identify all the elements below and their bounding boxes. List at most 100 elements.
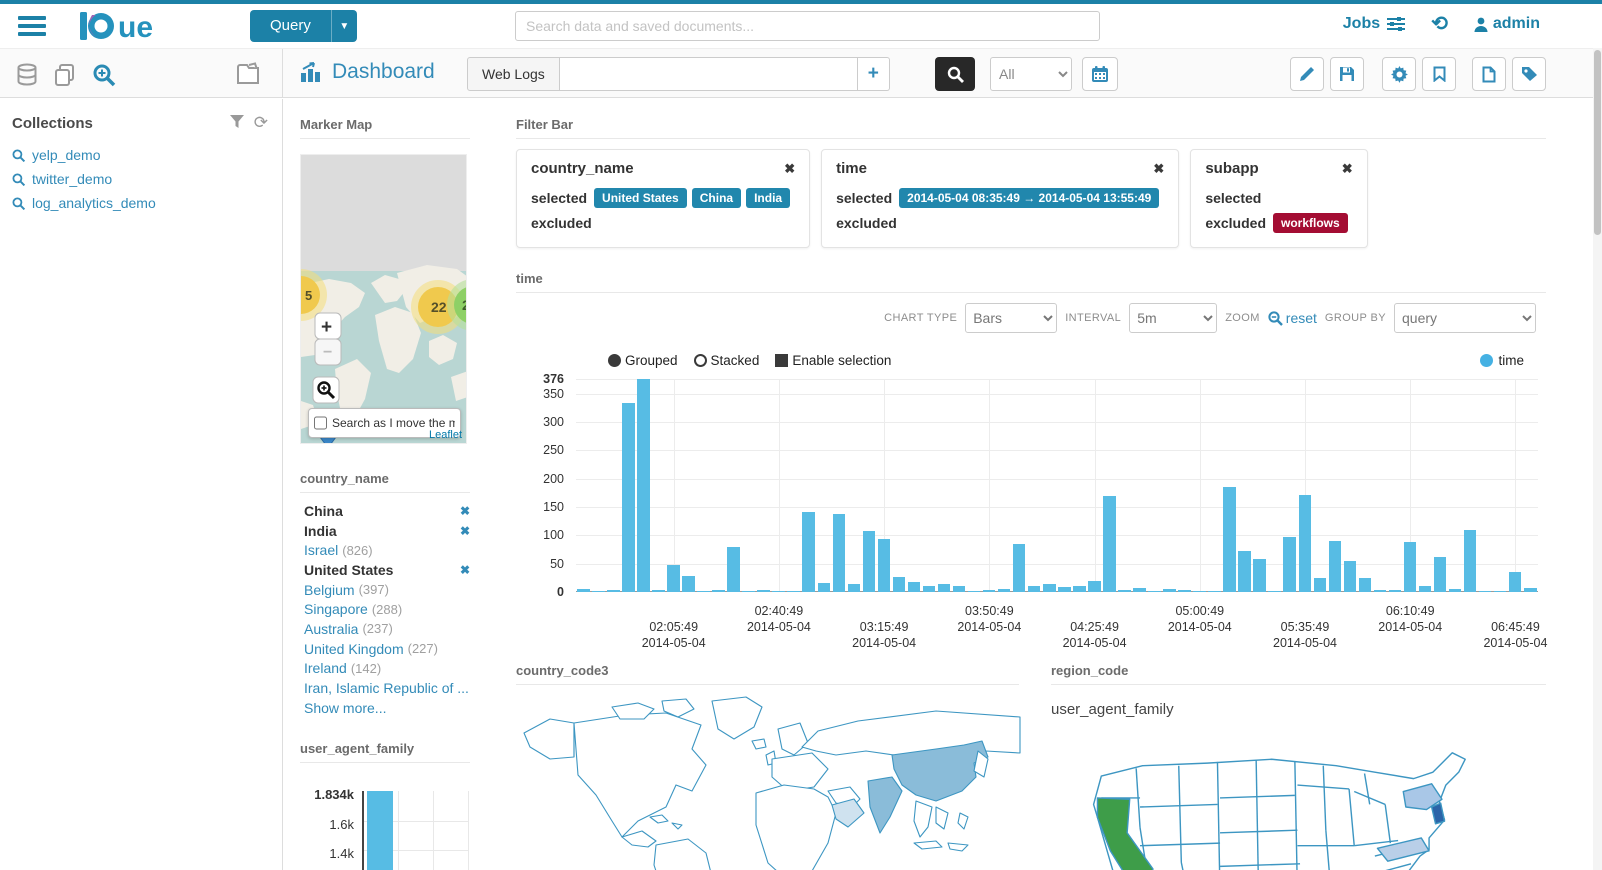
time-chart-bar[interactable]: [1148, 590, 1161, 592]
time-chart-bar[interactable]: [682, 576, 695, 592]
state-north-carolina[interactable]: [1376, 837, 1430, 862]
country-saudi-arabia[interactable]: [831, 798, 865, 828]
facet-value-link[interactable]: United Kingdom: [304, 640, 404, 657]
time-chart-bar[interactable]: [1283, 537, 1296, 592]
chart-type-select[interactable]: Bars: [965, 303, 1058, 333]
time-chart-bar[interactable]: [1523, 588, 1537, 592]
time-chart-bar[interactable]: [577, 589, 590, 592]
page-scrollbar[interactable]: [1593, 48, 1602, 870]
folder-icon[interactable]: [236, 62, 262, 86]
time-chart-bar[interactable]: [1478, 590, 1492, 592]
calendar-button[interactable]: [1082, 57, 1118, 91]
time-chart-bar[interactable]: [622, 403, 635, 592]
close-icon[interactable]: ✖: [784, 160, 796, 176]
hamburger-menu-icon[interactable]: [18, 16, 46, 36]
country-europe[interactable]: [771, 752, 829, 792]
close-icon[interactable]: ✖: [1341, 160, 1353, 176]
global-search-input[interactable]: [515, 11, 1100, 41]
zoom-in-icon[interactable]: [92, 63, 116, 87]
bookmark-button[interactable]: [1422, 57, 1456, 91]
time-chart-bar[interactable]: [637, 379, 650, 592]
time-chart-bar[interactable]: [1088, 580, 1101, 592]
time-chart-bar[interactable]: [937, 583, 951, 592]
add-query-button[interactable]: +: [857, 57, 890, 91]
collection-item[interactable]: twitter_demo: [0, 167, 282, 191]
remove-filter-icon[interactable]: ✖: [459, 503, 470, 518]
time-chart-bar[interactable]: [847, 584, 861, 592]
state-new-york[interactable]: [1402, 783, 1443, 811]
time-chart-bar[interactable]: [712, 589, 725, 592]
time-chart-bar[interactable]: [1223, 487, 1236, 592]
map-magnify-button[interactable]: [312, 376, 340, 404]
time-chart-bar[interactable]: [1433, 557, 1447, 592]
time-chart-bar[interactable]: [1418, 586, 1432, 592]
time-chart-bar[interactable]: [1328, 541, 1342, 592]
stacked-radio[interactable]: Stacked: [693, 353, 759, 368]
time-chart-bar[interactable]: [1103, 495, 1116, 592]
region-code-map[interactable]: [1076, 727, 1506, 870]
facet-value-link[interactable]: Show more...: [304, 699, 387, 716]
time-chart-bar[interactable]: [1118, 590, 1131, 592]
save-button[interactable]: [1330, 57, 1364, 91]
refresh-icon[interactable]: ⟳: [253, 113, 268, 132]
time-chart-bar[interactable]: [877, 538, 891, 592]
time-chart-bar[interactable]: [967, 590, 981, 592]
country-alaska[interactable]: [523, 718, 575, 760]
scrollbar-thumb[interactable]: [1594, 50, 1601, 235]
map-cluster-2[interactable]: 2: [447, 279, 467, 331]
time-chart-bar[interactable]: [592, 590, 605, 592]
dashboard-title[interactable]: Dashboard: [300, 60, 435, 84]
time-chart-bar[interactable]: [742, 590, 755, 592]
settings-button[interactable]: [1382, 57, 1416, 91]
time-chart-bar[interactable]: [802, 511, 815, 592]
time-chart-bar[interactable]: [1253, 559, 1266, 592]
state-new-jersey[interactable]: [1430, 802, 1446, 825]
filter-funnel-icon[interactable]: [229, 114, 244, 132]
time-chart-bar[interactable]: [1403, 542, 1417, 592]
chart-legend[interactable]: time: [1480, 353, 1524, 368]
country-canada-us[interactable]: [573, 712, 707, 838]
time-chart-bar[interactable]: [922, 585, 936, 592]
time-chart-bar[interactable]: [892, 576, 906, 592]
time-chart-bar[interactable]: [982, 590, 996, 592]
grouped-radio[interactable]: Grouped: [608, 353, 678, 368]
time-chart-bar[interactable]: [1448, 588, 1462, 592]
query-button[interactable]: Query ▼: [250, 10, 357, 42]
scope-select[interactable]: All: [990, 57, 1072, 91]
new-document-button[interactable]: [1472, 57, 1506, 91]
time-chart-bar[interactable]: [952, 586, 966, 592]
time-chart-bar[interactable]: [607, 590, 620, 592]
time-chart-bar[interactable]: [1238, 550, 1251, 592]
map-cluster-5[interactable]: 5: [301, 269, 327, 321]
time-chart-bar[interactable]: [1163, 589, 1176, 592]
facet-value-link[interactable]: Israel: [304, 542, 339, 559]
time-chart-bar[interactable]: [1358, 578, 1372, 592]
map-search-toggle[interactable]: Search as I move the map: [308, 408, 461, 438]
facet-value-selected[interactable]: China: [304, 502, 343, 519]
collection-chip[interactable]: Web Logs: [467, 57, 560, 91]
facet-value-link[interactable]: Belgium: [304, 581, 355, 598]
facet-value-selected[interactable]: United States: [304, 561, 394, 578]
time-chart-bar[interactable]: [1012, 543, 1026, 592]
group-by-select[interactable]: query: [1394, 303, 1536, 333]
dashboard-query-input[interactable]: [559, 57, 858, 91]
country-scandinavia[interactable]: [777, 722, 809, 756]
leaflet-attribution[interactable]: Leaflet: [428, 429, 462, 441]
time-chart-bar[interactable]: [772, 590, 785, 592]
interval-select[interactable]: 5m: [1129, 303, 1218, 333]
filter-pill-excluded[interactable]: workflows: [1273, 212, 1348, 233]
time-chart-bar[interactable]: [832, 514, 846, 592]
time-chart-bar[interactable]: [817, 582, 831, 592]
country-india[interactable]: [867, 776, 903, 834]
remove-filter-icon[interactable]: ✖: [459, 562, 470, 577]
time-chart-bar[interactable]: [727, 547, 740, 592]
query-caret-icon[interactable]: ▼: [330, 10, 357, 42]
time-chart-bar[interactable]: [1298, 494, 1312, 592]
filter-pill[interactable]: United States: [594, 187, 687, 208]
time-chart-bar[interactable]: [1178, 589, 1191, 592]
country-code3-map[interactable]: [516, 695, 1021, 870]
country-china[interactable]: [891, 740, 989, 802]
facet-value-link[interactable]: Australia: [304, 620, 359, 637]
time-chart-bar[interactable]: [1493, 590, 1507, 592]
time-chart-bar[interactable]: [1373, 590, 1387, 592]
